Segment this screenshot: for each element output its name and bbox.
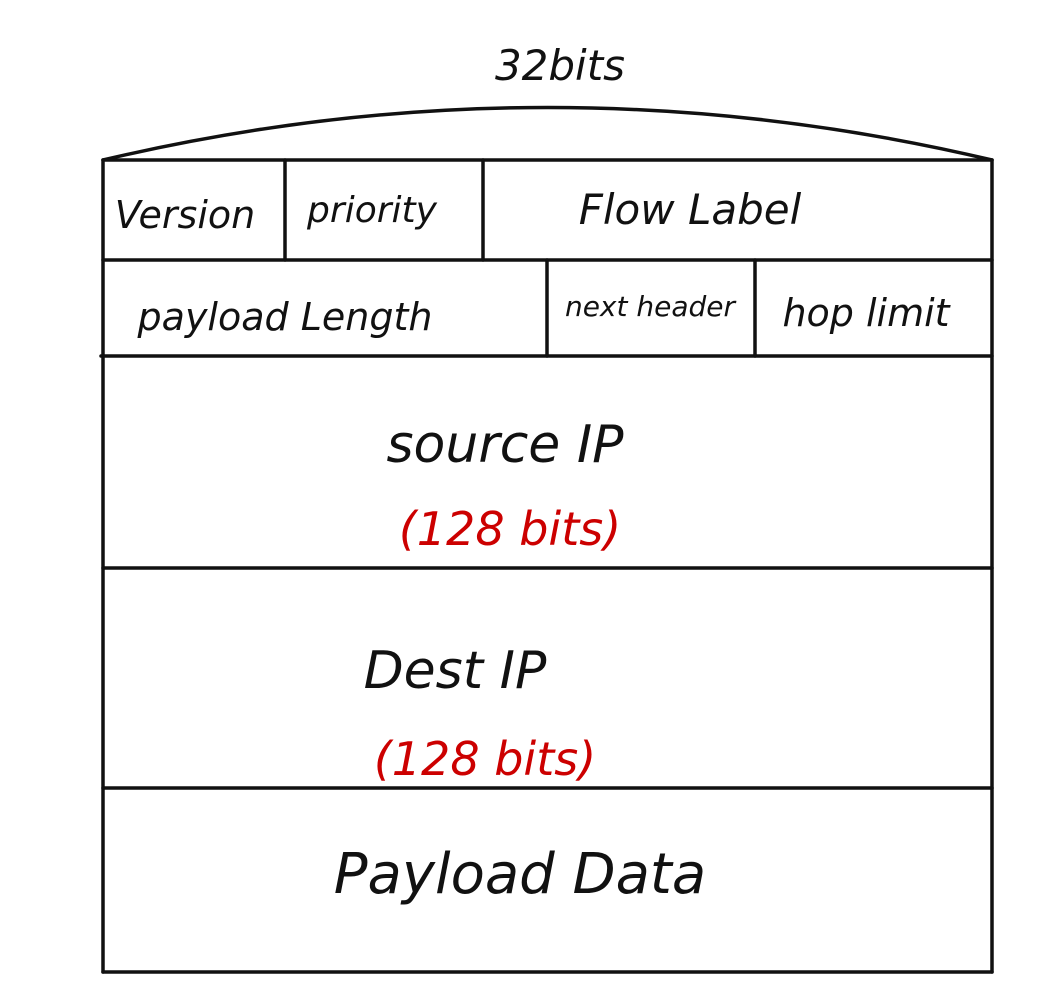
field-payload-data: Payload Data xyxy=(334,842,706,907)
field-payload-length: payload Length xyxy=(137,295,433,339)
field-priority: priority xyxy=(306,190,438,231)
field-next-header: next header xyxy=(565,290,737,323)
field-flow-label: Flow Label xyxy=(579,185,802,234)
field-source-ip: source IP xyxy=(386,415,624,475)
bit-width-arc xyxy=(101,105,994,162)
field-version: Version xyxy=(115,193,255,237)
field-dest-ip: Dest IP xyxy=(364,641,547,701)
dest-ip-size: (128 bits) xyxy=(374,732,596,786)
field-hop-limit: hop limit xyxy=(782,291,951,335)
bit-width-label: 32bits xyxy=(495,41,625,90)
source-ip-size: (128 bits) xyxy=(399,502,621,556)
